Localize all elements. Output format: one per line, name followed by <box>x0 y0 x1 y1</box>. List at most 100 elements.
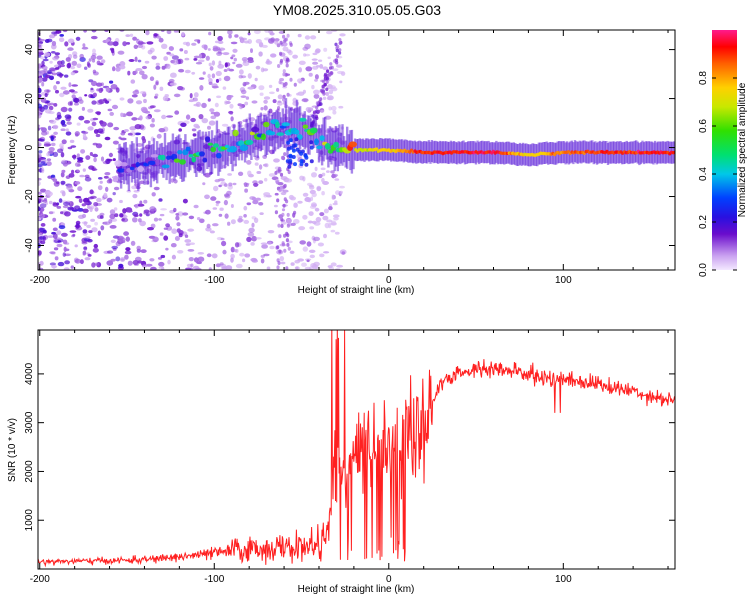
heatmap-noise-cell <box>258 202 264 206</box>
heatmap-noise-cell <box>215 263 221 268</box>
heatmap-noise-cell <box>124 254 129 260</box>
heatmap-noise-cell <box>113 207 118 211</box>
heatmap-noise-cell <box>98 99 105 105</box>
heatmap-noise-cell <box>212 223 219 227</box>
ridge-halo-cell <box>344 140 347 168</box>
heatmap-noise-cell <box>97 230 101 236</box>
heatmap-branch-cell <box>330 65 334 70</box>
heatmap-noise-cell <box>290 262 295 266</box>
heatmap-noise-cell <box>207 48 211 51</box>
heatmap-noise-cell <box>201 118 209 124</box>
heatmap-noise-cell <box>233 57 237 62</box>
heatmap-noise-cell <box>229 103 234 109</box>
heatmap-noise-cell <box>86 61 90 67</box>
heatmap-noise-cell <box>87 254 92 257</box>
heatmap-noise-cell <box>174 110 180 115</box>
ridge-halo-cell <box>341 124 344 166</box>
ridge-halo-cell <box>176 135 179 175</box>
heatmap-noise-cell <box>75 195 82 199</box>
heatmap-noise-cell <box>91 30 97 33</box>
ridge-halo-cell <box>284 98 288 132</box>
heatmap-noise-cell <box>127 260 133 266</box>
heatmap-noise-cell <box>192 133 197 137</box>
heatmap-noise-cell <box>106 197 113 203</box>
heatmap-streak-cell <box>285 63 289 68</box>
ridge-core-cell <box>289 145 294 150</box>
heatmap-noise-cell <box>322 66 329 71</box>
heatmap-noise-cell <box>193 58 198 61</box>
heatmap-noise-cell <box>224 62 228 68</box>
heatmap-noise-cell <box>259 92 264 96</box>
heatmap-noise-cell <box>49 60 53 64</box>
ridge-halo-cell <box>232 124 236 161</box>
heatmap-noise-cell <box>274 40 279 45</box>
heatmap-noise-cell <box>69 100 73 106</box>
ridge-halo-cell <box>317 124 321 163</box>
heatmap-noise-cell <box>41 65 48 70</box>
ridge-core-cell <box>294 129 300 135</box>
heatmap-noise-cell <box>131 117 138 121</box>
heatmap-noise-cell <box>273 204 278 208</box>
heatmap-noise-cell <box>222 86 227 90</box>
heatmap-noise-cell <box>120 132 126 136</box>
heatmap-noise-cell <box>105 186 109 192</box>
heatmap-noise-cell <box>40 213 45 219</box>
heatmap-noise-cell <box>260 67 265 73</box>
heatmap-noise-cell <box>322 181 329 185</box>
heatmap-noise-cell <box>46 158 52 161</box>
heatmap-noise-cell <box>155 65 161 70</box>
ridge-core-cell <box>281 122 290 127</box>
heatmap-noise-cell <box>170 178 175 183</box>
heatmap-noise-cell <box>316 186 322 192</box>
heatmap-noise-cell <box>209 230 215 234</box>
snr-frame <box>37 329 676 570</box>
heatmap-noise-cell <box>40 223 46 227</box>
heatmap-noise-cell <box>149 258 155 262</box>
heatmap-noise-cell <box>193 92 199 98</box>
ridge-core-cell <box>239 144 249 152</box>
heatmap-noise-cell <box>332 214 340 218</box>
heatmap-noise-cell <box>230 219 236 225</box>
heatmap-noise-cell <box>208 77 213 84</box>
heatmap-noise-cell <box>66 62 72 69</box>
ridge-halo-cell <box>331 130 335 158</box>
heatmap-noise-cell <box>82 131 89 135</box>
heatmap-noise-cell <box>91 227 98 233</box>
colorbar-gradient <box>712 30 737 270</box>
heatmap-noise-cell <box>92 117 99 121</box>
ridge-halo-cell <box>126 147 129 185</box>
heatmap-streak-cell <box>286 212 290 217</box>
ridge-halo-cell <box>132 143 135 179</box>
heatmap-noise-cell <box>326 219 333 223</box>
heatmap-noise-cell <box>306 259 310 263</box>
spec-ytick-label: 20 <box>24 93 35 105</box>
heatmap-noise-cell <box>214 179 221 183</box>
heatmap-noise-cell <box>224 183 228 187</box>
heatmap-noise-cell <box>149 105 155 109</box>
ridge-core-cell <box>293 162 297 167</box>
heatmap-noise-cell <box>105 158 111 165</box>
heatmap-noise-cell <box>266 266 271 270</box>
heatmap-streak-cell <box>285 231 289 236</box>
heatmap-noise-cell <box>63 74 69 78</box>
heatmap-noise-cell <box>327 56 331 60</box>
heatmap-noise-cell <box>207 73 211 79</box>
ridge-halo-cell <box>259 112 262 152</box>
heatmap-noise-cell <box>46 143 52 147</box>
heatmap-noise-cell <box>218 77 222 82</box>
heatmap-noise-cell <box>93 243 99 249</box>
heatmap-noise-cell <box>197 39 201 44</box>
heatmap-noise-cell <box>268 84 273 88</box>
heatmap-noise-cell <box>107 108 113 112</box>
heatmap-noise-cell <box>208 81 213 86</box>
ridge-halo-cell <box>189 145 192 171</box>
heatmap-noise-cell <box>193 123 199 128</box>
ridge-halo-cell <box>179 138 182 179</box>
heatmap-noise-cell <box>49 102 54 106</box>
ridge-core-cell <box>299 159 304 163</box>
heatmap-noise-cell <box>134 124 142 130</box>
heatmap-noise-cell <box>124 250 132 255</box>
heatmap-streak-cell <box>285 199 289 204</box>
heatmap-noise-cell <box>130 79 136 84</box>
